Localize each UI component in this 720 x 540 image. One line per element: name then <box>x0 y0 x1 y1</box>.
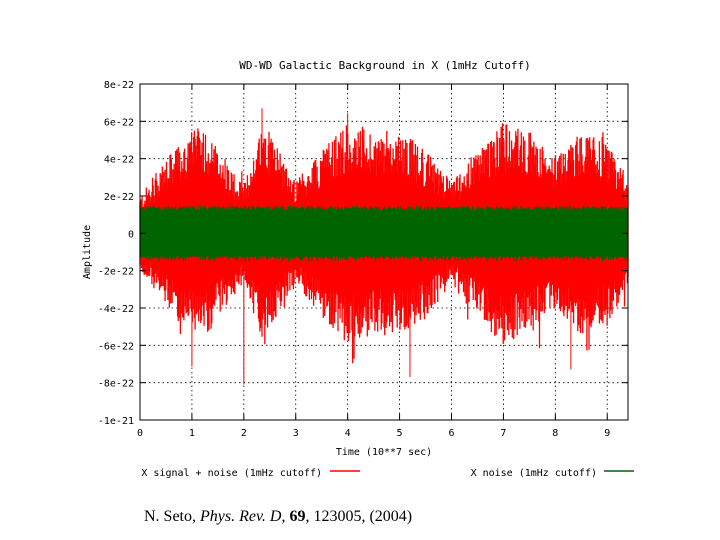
citation-author: N. Seto, <box>144 508 196 525</box>
x-tick-label: 8 <box>552 428 558 439</box>
x-tick-label: 9 <box>604 428 610 439</box>
x-tick-label: 4 <box>345 428 351 439</box>
y-tick-label: 0 <box>128 229 134 240</box>
legend-label-noise: X noise (1mHz cutoff) <box>471 468 597 479</box>
y-axis-ticks: 8e-22 6e-22 4e-22 2e-22 0 -2e-22 -4e-22 -6e-22 -… <box>98 80 628 427</box>
noise-series <box>139 205 629 262</box>
x-axis-ticks: 0 1 2 3 4 5 6 7 8 9 <box>137 84 610 439</box>
x-tick-label: 1 <box>189 428 195 439</box>
noise-trace <box>139 205 629 262</box>
y-tick-label: -2e-22 <box>98 267 134 278</box>
plot-frame <box>139 83 629 421</box>
y-tick-label: -1e-21 <box>98 416 134 427</box>
y-tick-label: -6e-22 <box>98 341 134 352</box>
y-axis-label: Amplitude <box>82 225 93 279</box>
legend: X signal + noise (1mHz cutoff) X noise (… <box>141 468 634 479</box>
y-tick-label: 6e-22 <box>104 117 134 128</box>
chart-title: WD-WD Galactic Background in X (1mHz Cut… <box>239 59 530 72</box>
x-tick-label: 5 <box>397 428 403 439</box>
x-tick-label: 7 <box>500 428 506 439</box>
x-tick-label: 2 <box>241 428 247 439</box>
x-axis-label: Time (10**7 sec) <box>336 447 432 458</box>
y-tick-label: 8e-22 <box>104 80 134 91</box>
y-tick-label: -4e-22 <box>98 304 134 315</box>
x-tick-label: 3 <box>293 428 299 439</box>
y-tick-label: 2e-22 <box>104 192 134 203</box>
legend-label-signal: X signal + noise (1mHz cutoff) <box>141 468 322 479</box>
citation-journal: Phys. Rev. D, <box>200 508 286 525</box>
citation-rest: , 123005, (2004) <box>305 508 413 525</box>
y-tick-label: -8e-22 <box>98 379 134 390</box>
x-tick-label: 0 <box>137 428 143 439</box>
citation-volume: 69 <box>289 508 306 525</box>
plot-series <box>139 108 629 385</box>
y-tick-label: 4e-22 <box>104 155 134 166</box>
citation: N. Seto, Phys. Rev. D, 69, 123005, (2004… <box>144 508 412 526</box>
x-tick-label: 6 <box>448 428 454 439</box>
